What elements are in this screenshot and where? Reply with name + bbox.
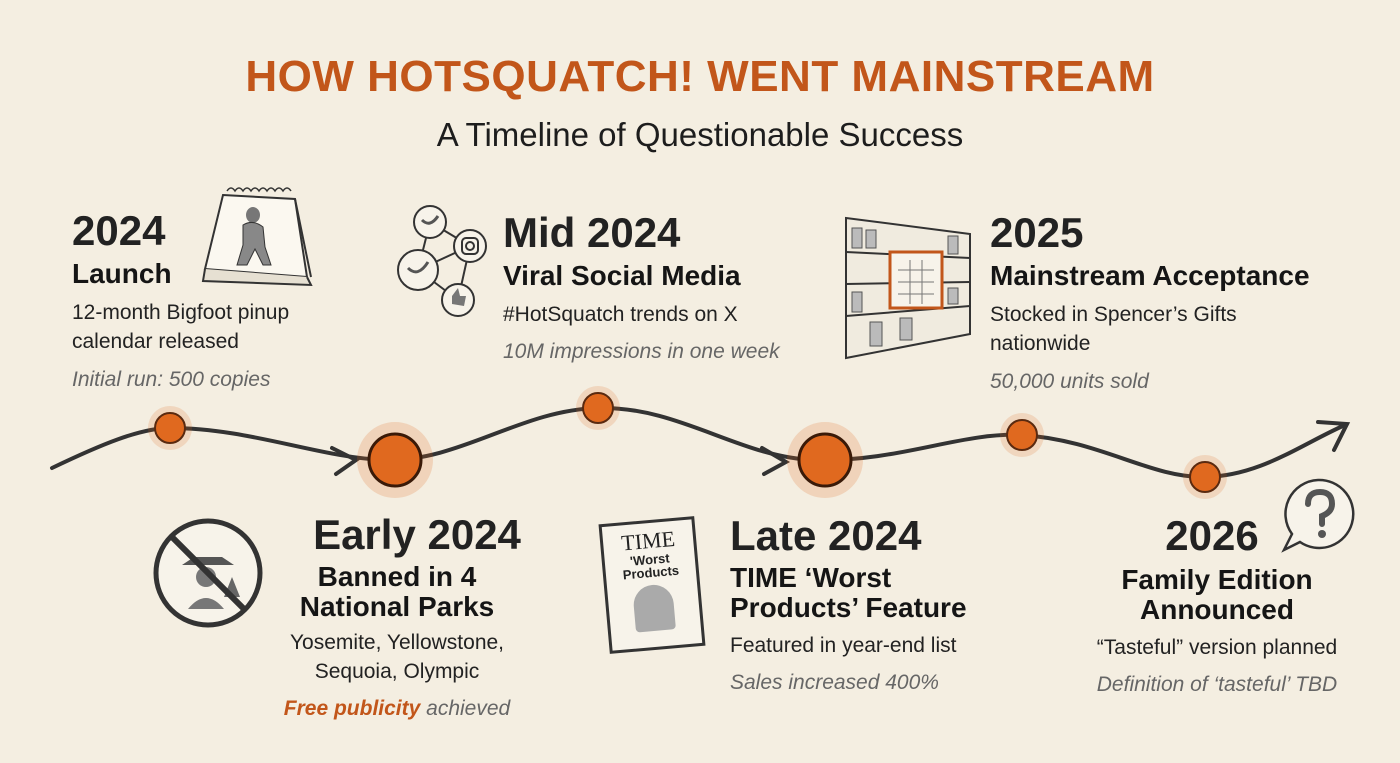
event-2024-launch: 2024 Launch 12-month Bigfoot pinup calen… [72, 208, 289, 394]
event-year: 2026 [1165, 512, 1259, 559]
event-desc: #HotSquatch trends on X [503, 303, 738, 326]
store-shelf-icon [845, 216, 971, 360]
event-2025: 2025 Mainstream Acceptance Stocked in Sp… [990, 210, 1310, 396]
question-bubble-icon [1281, 478, 1355, 553]
event-note: Sales increased 400% [730, 671, 939, 694]
event-desc: Yosemite, Yellowstone, [289, 631, 505, 654]
event-desc: Featured in year-end list [730, 634, 957, 657]
event-year: Late 2024 [730, 512, 922, 559]
event-desc: Stocked in Spencer’s Gifts [990, 303, 1237, 326]
event-heading: Launch [72, 258, 172, 289]
event-desc: calendar released [72, 330, 239, 353]
event-heading: Products’ Feature [730, 592, 967, 623]
event-heading: Mainstream Acceptance [990, 260, 1310, 291]
timeline-dot [1183, 455, 1227, 499]
event-mid-2024: Mid 2024 Viral Social Media #HotSquatch … [503, 210, 780, 366]
event-year: Mid 2024 [503, 209, 681, 256]
event-desc: “Tasteful” version planned [1096, 636, 1338, 659]
event-heading: TIME ‘Worst [730, 562, 892, 593]
timeline-dot [787, 422, 863, 498]
time-magazine-icon: TIME 'Worst Products [598, 516, 706, 654]
event-note: 10M impressions in one week [503, 340, 780, 363]
event-note: achieved [426, 697, 511, 720]
timeline-curve [50, 405, 1347, 480]
event-2026: 2026 Family Edition Announced “Tasteful”… [1067, 513, 1367, 699]
arrowhead-end [1316, 420, 1351, 452]
social-network-icon [397, 205, 487, 317]
event-year: Early 2024 [313, 511, 521, 558]
page-title: HOW HOTSQUATCH! WENT MAINSTREAM [245, 52, 1155, 101]
page-subtitle: A Timeline of Questionable Success [436, 116, 964, 153]
event-heading: Family Edition [1121, 564, 1313, 595]
bigfoot-calendar-icon [201, 187, 313, 287]
event-note-emphasis: Free publicity [283, 697, 421, 720]
event-heading: Banned in 4 [317, 561, 477, 592]
event-note: Initial run: 500 copies [72, 368, 271, 391]
event-heading: Announced [1140, 594, 1294, 625]
event-note: Definition of ‘tasteful’ TBD [1096, 673, 1338, 696]
no-ranger-icon [153, 518, 263, 628]
timeline-dot [576, 386, 620, 430]
event-heading: National Parks [299, 591, 495, 622]
event-desc: 12-month Bigfoot pinup [72, 301, 290, 324]
event-note: 50,000 units sold [990, 370, 1149, 393]
event-late-2024: Late 2024 TIME ‘Worst Products’ Feature … [730, 513, 967, 697]
event-early-2024: Early 2024 Banned in 4 National Parks Yo… [247, 512, 547, 723]
event-heading: Viral Social Media [503, 260, 741, 291]
arrowhead-1 [330, 446, 360, 476]
timeline-dot [1000, 413, 1044, 457]
event-year: 2025 [990, 209, 1084, 256]
event-year: 2024 [72, 207, 166, 254]
event-desc: Sequoia, Olympic [314, 660, 480, 683]
timeline-dot [357, 422, 433, 498]
timeline-dot [148, 406, 192, 450]
arrowhead-2 [760, 446, 791, 476]
event-desc: nationwide [990, 332, 1091, 355]
